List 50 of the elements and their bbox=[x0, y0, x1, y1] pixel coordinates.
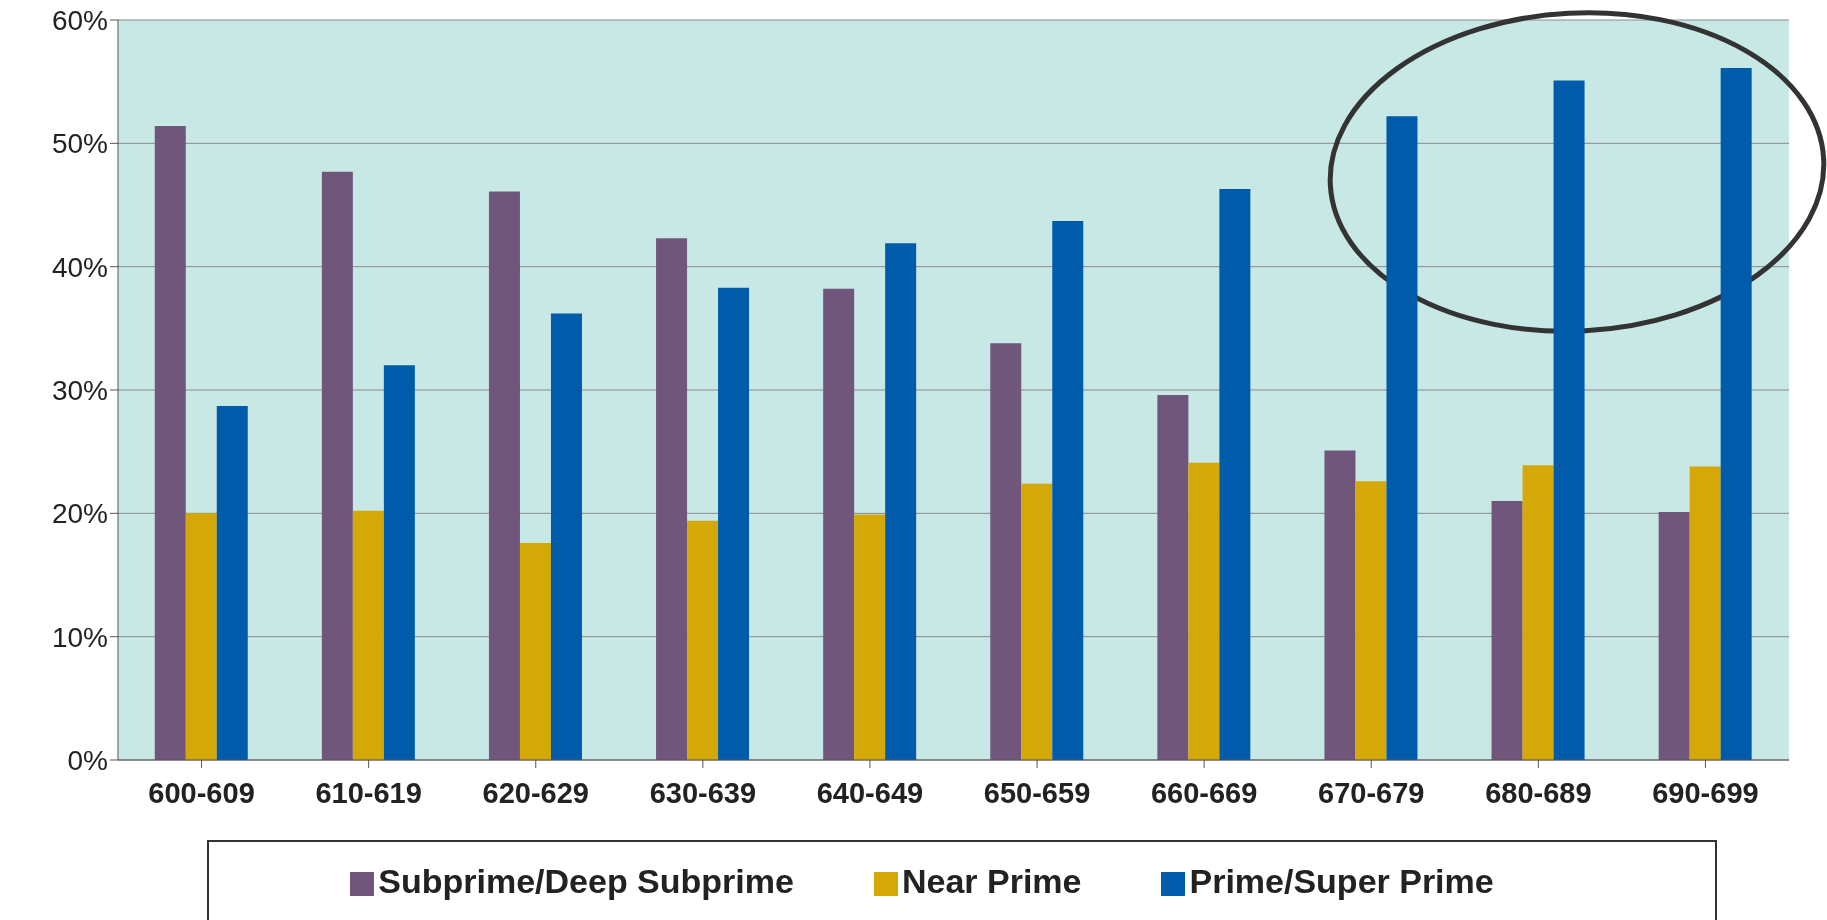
x-tick-label: 600-609 bbox=[148, 776, 255, 809]
bar bbox=[383, 365, 415, 760]
bar bbox=[1355, 481, 1387, 760]
bar bbox=[718, 287, 750, 760]
bar bbox=[990, 343, 1022, 760]
x-tick-label: 680-689 bbox=[1485, 776, 1592, 809]
x-tick-label: 620-629 bbox=[482, 776, 589, 809]
bar bbox=[1052, 221, 1084, 760]
bar bbox=[1689, 466, 1721, 760]
x-tick-label: 610-619 bbox=[315, 776, 422, 809]
bar bbox=[1219, 188, 1251, 760]
x-tick-label: 660-669 bbox=[1150, 776, 1258, 809]
bar bbox=[1324, 450, 1356, 760]
y-tick-label: 30% bbox=[51, 374, 108, 406]
legend-label: Near Prime bbox=[901, 861, 1082, 900]
bar bbox=[1386, 116, 1418, 760]
bar bbox=[1157, 394, 1189, 760]
bar bbox=[488, 191, 520, 760]
y-tick-label: 60% bbox=[51, 4, 108, 36]
legend-label: Subprime/Deep Subprime bbox=[378, 861, 794, 900]
bar bbox=[823, 288, 855, 760]
bar bbox=[519, 542, 551, 760]
y-tick-label: 10% bbox=[51, 621, 108, 653]
bar bbox=[656, 238, 688, 760]
x-tick-label: 630-639 bbox=[649, 776, 757, 809]
y-tick-label: 0% bbox=[67, 744, 108, 776]
x-tick-label: 690-699 bbox=[1652, 776, 1759, 809]
bar bbox=[1491, 501, 1523, 760]
legend-label: Prime/Super Prime bbox=[1189, 861, 1494, 900]
bar bbox=[1553, 80, 1585, 760]
bar bbox=[321, 171, 353, 760]
bar bbox=[185, 513, 217, 760]
x-tick-label: 670-679 bbox=[1318, 776, 1425, 809]
bar bbox=[154, 126, 186, 760]
x-tick-label: 640-649 bbox=[816, 776, 924, 809]
x-tick-label: 650-659 bbox=[983, 776, 1091, 809]
y-tick-label: 20% bbox=[51, 498, 108, 530]
bar bbox=[1522, 465, 1554, 760]
bar bbox=[216, 406, 248, 760]
y-tick-label: 40% bbox=[51, 251, 108, 283]
bar bbox=[352, 510, 384, 760]
bar bbox=[1021, 483, 1053, 760]
bar bbox=[854, 514, 886, 760]
bar bbox=[885, 243, 917, 760]
bar bbox=[687, 520, 719, 760]
bar bbox=[1720, 68, 1752, 760]
bar bbox=[1658, 512, 1690, 760]
bar bbox=[1188, 462, 1220, 760]
y-tick-label: 50% bbox=[51, 128, 108, 160]
bar bbox=[550, 313, 582, 760]
